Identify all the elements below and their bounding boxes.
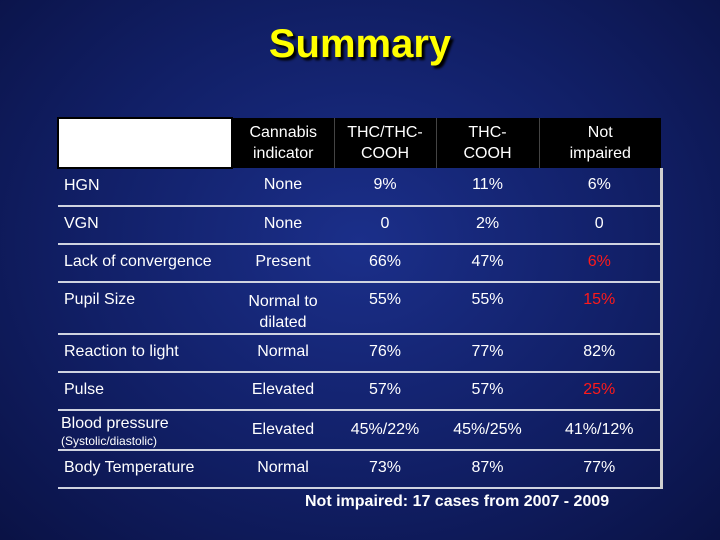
row-label: Reaction to light [58,334,232,373]
table-cell: None [232,206,334,245]
table-cell: Normal [232,334,334,373]
summary-table: Cannabis indicator THC/THC- COOH THC- CO… [57,117,663,489]
table-cell: 45%/25% [436,410,539,451]
table-row-pupil-size: Pupil Size Normal to dilated 55% 55% 15% [58,282,663,335]
table-row-body-temperature: Body Temperature Normal 73% 87% 77% [58,450,663,489]
table-row-hgn: HGN None 9% 11% 6% [58,168,663,207]
table-cell: 47% [436,244,539,283]
table-cell: 87% [436,450,539,489]
table-cell: None [232,168,334,207]
table-cell: 41%/12% [539,410,663,451]
table-cell: 55% [436,282,539,335]
header-thc-cooh: THC- COOH [435,118,539,168]
row-label: Pupil Size [58,282,232,335]
table-cell: Elevated [232,410,334,451]
table-row-pulse: Pulse Elevated 57% 57% 25% [58,372,663,411]
table-cell: 57% [334,372,436,411]
highlighted-cell: 15% [539,282,663,335]
table-cell: 82% [539,334,663,373]
row-sublabel: (Systolic/diastolic) [61,434,158,448]
highlighted-cell: 25% [539,372,663,411]
table-cell: 2% [436,206,539,245]
table-cell: 76% [334,334,436,373]
row-label-group: Blood pressure (Systolic/diastolic) [58,410,232,451]
footnote: Not impaired: 17 cases from 2007 - 2009 [305,493,610,510]
header-blank-cell [57,117,233,169]
row-label: VGN [58,206,232,245]
table-cell: 77% [436,334,539,373]
header-not-impaired: Not impaired [538,118,661,168]
table-cell: 57% [436,372,539,411]
table-cell: Normal [232,450,334,489]
table-cell: 66% [334,244,436,283]
header-thc-thc-cooh: THC/THC- COOH [333,118,436,168]
table-cell: Present [232,244,334,283]
table-row-blood-pressure: Blood pressure (Systolic/diastolic) Elev… [58,410,663,451]
row-label: Pulse [58,372,232,411]
table-row-lack-of-convergence: Lack of convergence Present 66% 47% 6% [58,244,663,283]
row-label: Body Temperature [58,450,232,489]
table-cell: 11% [436,168,539,207]
slide-title: Summary [268,22,452,66]
row-label: HGN [58,168,232,207]
row-label: Blood pressure [61,415,169,432]
header-cannabis-indicator: Cannabis indicator [231,118,334,168]
table-cell: 73% [334,450,436,489]
table-cell: 0 [334,206,436,245]
row-label: Lack of convergence [58,244,232,283]
table-cell: Elevated [232,372,334,411]
table-cell: 55% [334,282,436,335]
table-row-vgn: VGN None 0 2% 0 [58,206,663,245]
table-cell: 77% [539,450,663,489]
table-cell: 0 [539,206,663,245]
highlighted-cell: 6% [539,244,663,283]
table-cell: 6% [539,168,663,207]
table-cell: Normal to dilated [232,282,334,335]
table-row-reaction-to-light: Reaction to light Normal 76% 77% 82% [58,334,663,373]
table-cell: 45%/22% [334,410,436,451]
table-cell: 9% [334,168,436,207]
